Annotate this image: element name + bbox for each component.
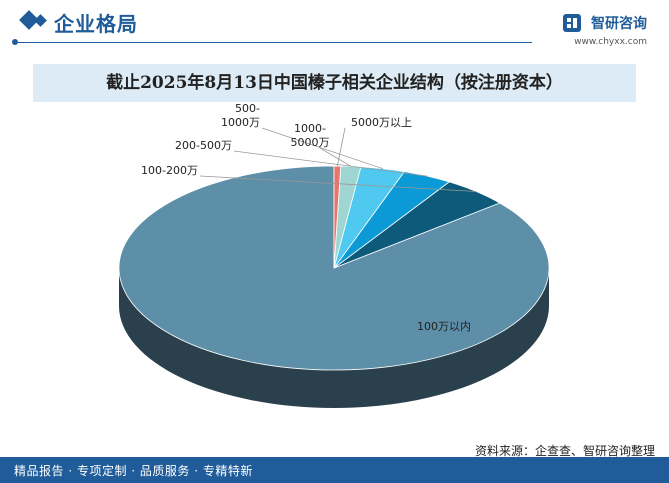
leader-line-3 bbox=[261, 127, 384, 170]
leader-line-5 bbox=[336, 127, 346, 167]
logo-icon bbox=[562, 13, 581, 32]
logo-url: www.chyxx.com bbox=[574, 37, 647, 47]
leader-line-1 bbox=[199, 175, 477, 192]
footer-bar bbox=[0, 457, 669, 483]
chart-title-bar: 截止2025年8月13日中国榛子相关企业结构（按注册资本） bbox=[33, 64, 636, 102]
chart-title: 截止2025年8月13日中国榛子相关企业结构（按注册资本） bbox=[106, 73, 563, 93]
header-rule-dot bbox=[12, 39, 18, 45]
source-note: 资料来源：企查查、智研咨询整理 bbox=[474, 444, 655, 458]
slice-label-4: 1000-5000万 bbox=[291, 122, 330, 149]
section-title: 企业格局 bbox=[54, 12, 138, 36]
leader-line-4 bbox=[319, 147, 352, 167]
header-rule bbox=[18, 42, 532, 43]
leader-line-2 bbox=[233, 150, 428, 177]
section-header: 企业格局 bbox=[0, 0, 669, 50]
brand-logo: 智研咨询 www.chyxx.com bbox=[562, 12, 647, 47]
slice-label-1: 100-200万 bbox=[141, 164, 198, 177]
footer-tagline: 精品报告 · 专项定制 · 品质服务 · 专精特新 bbox=[14, 464, 253, 478]
slice-label-3: 500-1000万 bbox=[221, 102, 260, 129]
slice-label-0: 100万以内 bbox=[417, 319, 471, 333]
slice-label-2: 200-500万 bbox=[175, 139, 232, 152]
slice-label-5: 5000万以上 bbox=[351, 116, 412, 129]
pie-side-0 bbox=[119, 268, 549, 408]
logo-name: 智研咨询 bbox=[591, 15, 647, 32]
